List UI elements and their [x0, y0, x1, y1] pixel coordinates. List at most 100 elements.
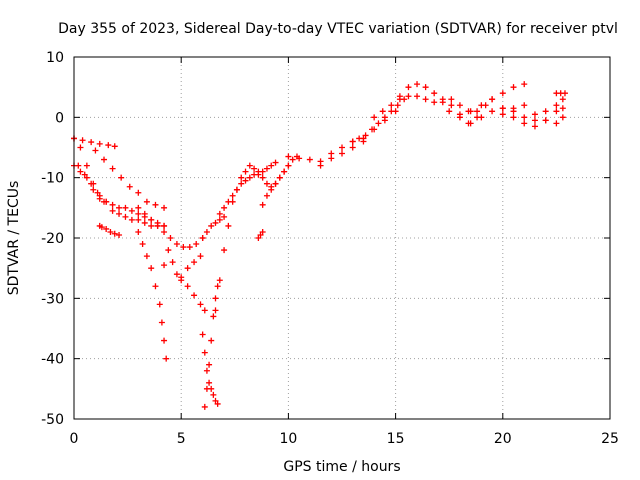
data-point	[233, 186, 240, 193]
data-point	[317, 162, 324, 169]
x-tick-label: 5	[177, 431, 186, 447]
data-point	[553, 108, 560, 115]
series-arc-l	[178, 253, 204, 281]
data-point	[173, 271, 180, 278]
data-point	[154, 222, 161, 229]
data-point	[199, 235, 206, 241]
data-point	[559, 96, 566, 103]
series-arc-t	[285, 138, 367, 165]
data-point	[163, 355, 170, 362]
data-point	[201, 307, 208, 314]
data-point	[339, 150, 345, 157]
data-point	[83, 162, 90, 169]
data-point	[141, 219, 148, 226]
data-point	[128, 207, 135, 214]
data-point	[197, 301, 204, 308]
data-point	[118, 174, 125, 181]
series-arc-ad	[553, 90, 568, 97]
data-point	[255, 235, 262, 241]
series-arc-e	[75, 162, 108, 205]
series-arc-aa	[489, 96, 566, 127]
data-point	[208, 337, 215, 344]
data-point	[201, 403, 208, 410]
data-point	[203, 367, 210, 374]
data-point	[238, 174, 245, 181]
data-point	[499, 111, 506, 118]
data-point	[122, 213, 129, 220]
data-point	[148, 216, 155, 223]
data-point	[388, 108, 395, 115]
series-arc-w	[371, 81, 481, 127]
grid-lines	[74, 57, 610, 419]
data-point	[109, 207, 116, 214]
data-point	[156, 301, 163, 308]
data-point	[111, 143, 118, 150]
data-point	[148, 222, 155, 229]
data-point	[116, 204, 123, 211]
chart-title: Day 355 of 2023, Sidereal Day-to-day VTE…	[58, 21, 618, 37]
data-point	[456, 102, 463, 109]
data-point	[499, 90, 506, 97]
data-point	[101, 198, 108, 205]
data-point	[206, 379, 213, 386]
data-point	[98, 224, 105, 231]
data-point	[203, 228, 210, 235]
data-point	[197, 253, 204, 260]
data-point	[521, 114, 528, 121]
data-point	[369, 126, 376, 133]
data-point	[263, 192, 270, 199]
data-point	[212, 295, 219, 302]
data-point	[193, 241, 200, 248]
data-point	[201, 349, 208, 356]
data-point	[257, 231, 264, 238]
data-point	[561, 90, 568, 97]
data-point	[161, 204, 168, 211]
data-point	[83, 174, 90, 181]
x-axis-label: GPS time / hours	[283, 459, 400, 475]
series-arc-o	[199, 213, 228, 241]
data-point	[109, 201, 116, 208]
data-point	[214, 400, 221, 407]
data-point	[75, 162, 82, 169]
data-point	[381, 114, 388, 121]
data-point	[553, 102, 560, 109]
data-point	[246, 162, 253, 169]
y-tick-label: -10	[41, 171, 64, 187]
data-point	[394, 102, 401, 109]
data-point	[90, 186, 97, 193]
y-tick-label: 0	[55, 110, 64, 126]
data-point	[510, 84, 517, 91]
data-point	[173, 241, 180, 248]
data-point	[216, 216, 223, 223]
data-point	[375, 120, 382, 127]
y-tick-label: 10	[46, 50, 64, 66]
series-arc-v	[349, 96, 408, 145]
data-point	[531, 117, 538, 124]
data-point	[88, 139, 95, 146]
x-tick-label: 10	[279, 431, 297, 447]
x-tick-label: 15	[387, 431, 405, 447]
data-point	[96, 192, 103, 199]
data-point	[158, 319, 165, 326]
data-point	[559, 105, 566, 112]
data-point	[79, 137, 86, 144]
data-point	[296, 155, 303, 162]
data-point	[214, 283, 221, 290]
data-point	[467, 108, 474, 115]
data-point	[489, 96, 496, 103]
data-point	[510, 114, 517, 121]
x-tick-label: 20	[494, 431, 512, 447]
data-point	[135, 210, 142, 217]
data-point	[531, 123, 538, 130]
series-arc-i	[135, 204, 206, 251]
series-arc-d	[92, 147, 168, 211]
data-point	[559, 114, 566, 121]
series-arc-m	[199, 331, 221, 407]
data-point	[285, 153, 292, 160]
data-point	[259, 168, 266, 175]
data-point	[225, 198, 232, 205]
data-point	[238, 180, 245, 187]
data-point	[521, 81, 528, 88]
data-point	[510, 105, 517, 112]
